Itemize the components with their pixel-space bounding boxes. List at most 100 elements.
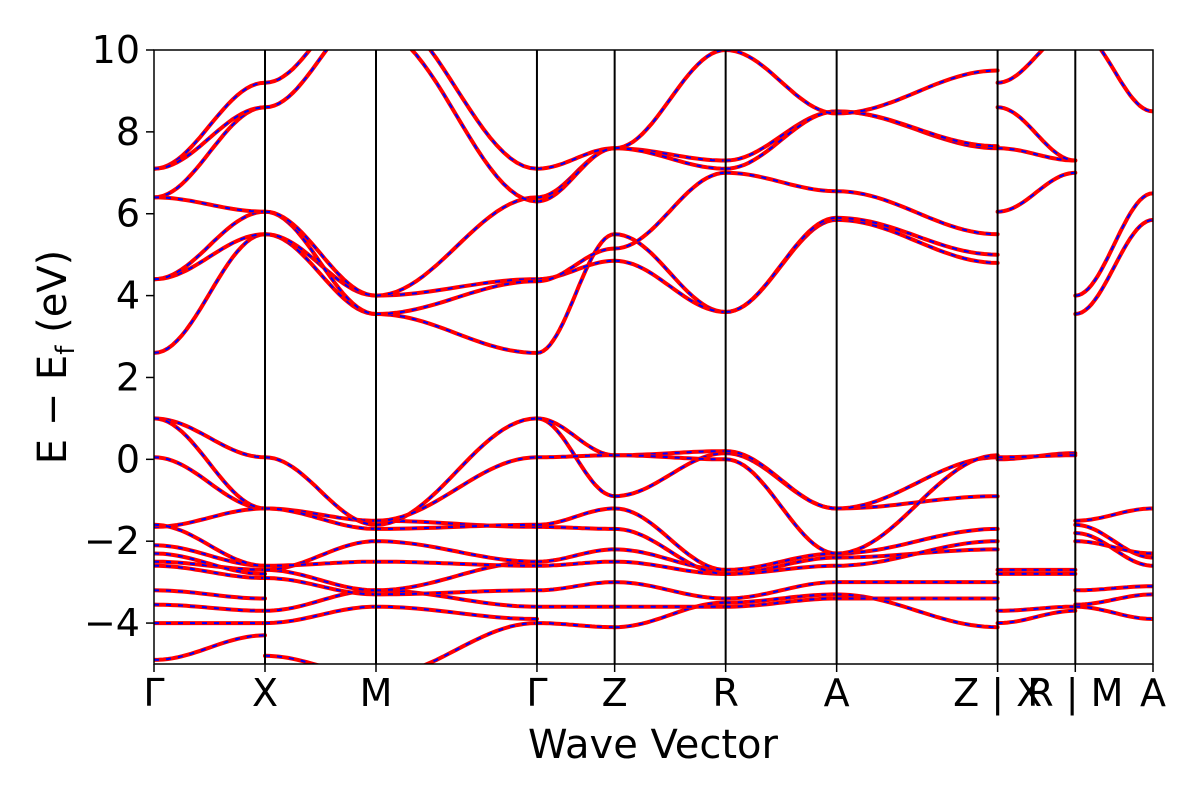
band-line-spin-up — [263, 559, 378, 568]
band-line-spin-up — [154, 602, 267, 613]
y-axis: 10 8 6 4 2 0 −2 −4 — [84, 28, 154, 645]
y-tick-label: 6 — [116, 192, 140, 236]
band-line-spin-down — [375, 589, 538, 608]
y-tick-label: 2 — [116, 355, 140, 399]
band-line-spin-up — [263, 604, 378, 626]
band-line-spin-down — [1075, 585, 1153, 592]
band-line-spin-down — [536, 417, 615, 498]
band-line-spin-down — [375, 560, 538, 592]
band-line-spin-down — [536, 147, 615, 203]
band-line-spin-down — [836, 69, 998, 115]
band-line-spin-down — [614, 507, 726, 571]
band-line-spin-down — [536, 548, 615, 563]
y-tick-label: −4 — [84, 601, 140, 645]
band-line-spin-up — [723, 563, 839, 576]
band-line-spin-down — [836, 548, 998, 559]
band-line-spin-down — [836, 527, 998, 555]
band-line-spin-up — [1098, 50, 1153, 114]
band-line-spin-down — [376, 605, 538, 620]
band-line-spin-down — [997, 171, 1076, 213]
band-line-spin-down — [725, 458, 837, 555]
band-line-spin-up — [723, 592, 839, 605]
band-line-spin-down — [154, 233, 266, 281]
band-line-spin-up — [263, 50, 313, 85]
band-line-spin-up — [612, 547, 728, 572]
band-line-spin-up — [154, 551, 267, 576]
band-line-spin-down — [537, 581, 615, 592]
band-line-spin-down — [836, 495, 998, 510]
band-line-spin-down — [537, 525, 615, 530]
y-tick-label: 0 — [116, 437, 140, 481]
y-axis-title-unit: (eV) — [30, 250, 76, 346]
bands-layer — [154, 50, 1153, 664]
band-line-spin-up — [612, 600, 728, 630]
band-line-spin-down — [537, 507, 615, 526]
band-line-spin-down — [375, 280, 538, 315]
band-line-spin-down — [997, 609, 1076, 625]
band-line-spin-down — [1075, 192, 1153, 297]
x-tick-label: A — [824, 671, 850, 715]
x-tick-label: Γ — [143, 671, 164, 715]
x-axis-title: Wave Vector — [528, 722, 779, 768]
x-tick-label: Γ — [526, 671, 547, 715]
band-line-spin-down — [375, 278, 538, 297]
band-line-spin-down — [154, 106, 266, 199]
band-line-spin-up — [154, 633, 267, 662]
y-axis-title: E − Ef (eV) — [30, 250, 81, 465]
band-line-spin-down — [836, 540, 998, 567]
band-line-spin-up — [612, 146, 728, 171]
band-line-spin-up — [723, 596, 839, 609]
x-tick-label: Z — [602, 671, 628, 715]
band-line-spin-up — [154, 522, 267, 568]
band-line-spin-down — [536, 560, 615, 567]
band-line-spin-down — [997, 106, 1076, 162]
y-axis-title-subscript: f — [51, 345, 81, 355]
band-line-spin-down — [836, 190, 998, 236]
band-line-spin-down — [375, 456, 538, 522]
band-line-spin-up — [723, 580, 839, 601]
band-line-spin-down — [725, 50, 837, 115]
band-line-spin-down — [537, 622, 615, 629]
band-line-spin-up — [612, 580, 728, 601]
band-line-spin-down — [614, 50, 726, 150]
band-line-spin-down — [1075, 218, 1153, 315]
band-line-spin-down — [424, 622, 538, 664]
band-line-spin-down — [536, 247, 615, 283]
band-line-spin-up — [154, 563, 267, 580]
band-line-spin-down — [1075, 593, 1153, 606]
band-line-spin-down — [154, 233, 266, 354]
band-line-spin-down — [264, 210, 377, 315]
band-line-spin-down — [264, 540, 377, 571]
band-line-spin-down — [154, 106, 266, 170]
band-line-spin-up — [154, 209, 267, 282]
band-line-spin-down — [614, 259, 726, 313]
band-line-spin-down — [997, 605, 1076, 612]
band-line-spin-up — [723, 551, 839, 572]
band-line-spin-down — [997, 454, 1076, 459]
band-line-spin-up — [263, 576, 378, 597]
x-tick-label: R | M — [1027, 671, 1123, 716]
band-line-spin-down — [537, 454, 615, 459]
band-line-spin-down — [1075, 540, 1153, 555]
band-line-spin-down — [997, 50, 1044, 84]
x-tick-label: Z | X — [953, 671, 1042, 716]
band-line-spin-up — [154, 588, 267, 601]
y-axis-title-main: E − E — [30, 355, 76, 465]
band-line-spin-down — [376, 589, 537, 596]
band-line-spin-up — [612, 170, 728, 251]
band-line-spin-up — [154, 559, 267, 572]
band-line-spin-down — [836, 110, 998, 148]
band-line-spin-down — [536, 417, 615, 457]
plot-frame — [153, 49, 1154, 665]
band-line-spin-down — [536, 147, 615, 199]
band-line-spin-down — [1075, 507, 1153, 522]
band-line-spin-down — [429, 50, 538, 170]
band-line-spin-down — [725, 216, 837, 313]
y-tick-label: 8 — [116, 110, 140, 154]
x-tick-label: X — [252, 671, 278, 715]
band-line-spin-up — [263, 455, 378, 527]
band-line-spin-down — [614, 527, 726, 575]
x-tick-label: A — [1140, 671, 1166, 715]
band-line-spin-down — [375, 313, 538, 354]
